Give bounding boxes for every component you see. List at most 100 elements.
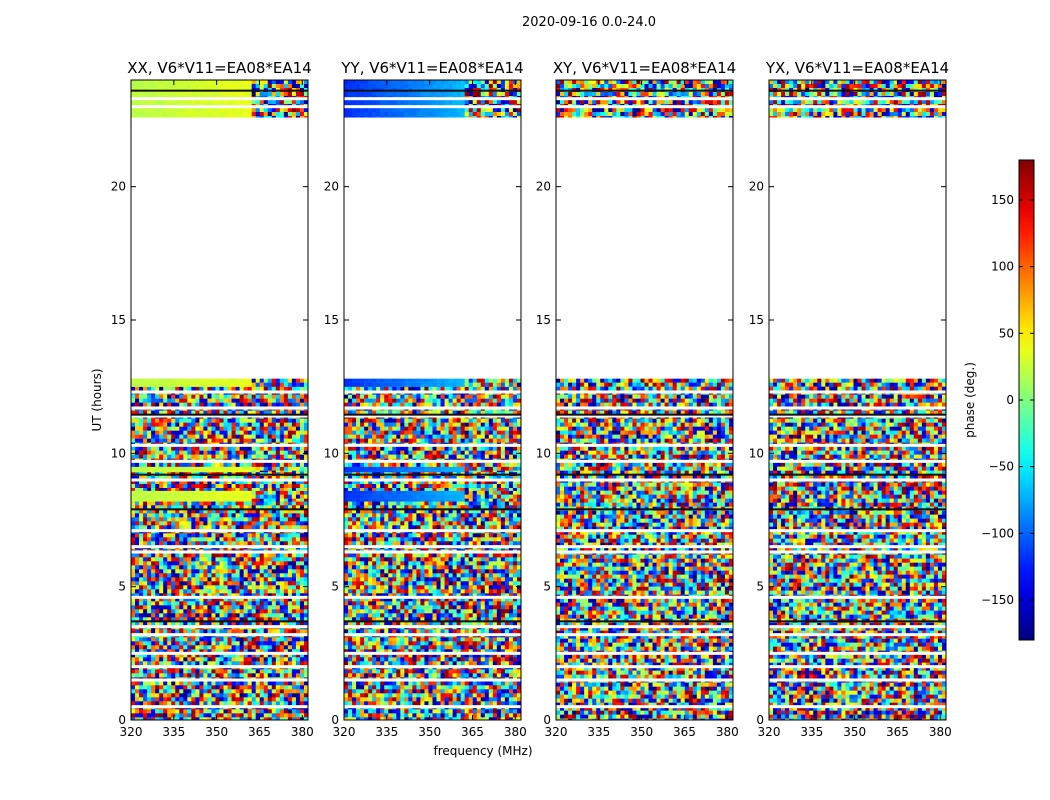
y-tick-label: 10 bbox=[536, 446, 551, 460]
x-tick-label: 365 bbox=[673, 725, 696, 739]
flagged-row bbox=[131, 413, 308, 416]
flagged-row bbox=[131, 414, 308, 418]
y-tick-label: 5 bbox=[756, 580, 764, 594]
flagged-row bbox=[769, 545, 946, 549]
flagged-row bbox=[344, 529, 521, 533]
x-tick-label: 320 bbox=[333, 725, 356, 739]
flagged-row bbox=[344, 413, 521, 416]
x-tick-label: 350 bbox=[630, 725, 653, 739]
flagged-row bbox=[556, 478, 733, 482]
flagged-row bbox=[769, 105, 946, 109]
y-tick-label: 15 bbox=[749, 313, 764, 327]
flagged-row bbox=[769, 443, 946, 447]
panel-1: XX, V6*V11=EA08*EA14 320 335 350 365 380 0 5 10 1… bbox=[111, 59, 314, 739]
flagged-row bbox=[131, 390, 308, 394]
flagged-row bbox=[556, 97, 733, 101]
flagged-row bbox=[344, 678, 521, 682]
y-tick-label: 10 bbox=[111, 446, 126, 460]
flagged-row bbox=[769, 550, 946, 554]
y-tick-label: 5 bbox=[543, 580, 551, 594]
y-tick-label: 20 bbox=[749, 180, 764, 194]
y-tick-label: 0 bbox=[331, 713, 339, 727]
y-tick-label: 20 bbox=[111, 180, 126, 194]
flagged-row bbox=[769, 406, 946, 410]
panel-frame bbox=[130, 79, 309, 721]
flagged-row bbox=[769, 473, 946, 476]
flagged-row bbox=[344, 443, 521, 447]
panel-title: YX, V6*V11=EA08*EA14 bbox=[765, 59, 949, 77]
colorbar-tick-label: 150 bbox=[991, 193, 1014, 207]
y-tick-label: 15 bbox=[536, 313, 551, 327]
flagged-row bbox=[769, 89, 946, 92]
flagged-row bbox=[344, 705, 521, 709]
flagged-row bbox=[556, 651, 733, 655]
flagged-row bbox=[769, 620, 946, 623]
flagged-row bbox=[131, 633, 308, 637]
panel-4: YX, V6*V11=EA08*EA14 320 335 350 365 380 0 5 10 1… bbox=[749, 59, 952, 739]
x-tick-label: 365 bbox=[248, 725, 271, 739]
flagged-row bbox=[131, 443, 308, 447]
panels: XX, V6*V11=EA08*EA14 320 335 350 365 380 0 5 10 1… bbox=[111, 59, 952, 739]
x-tick-label: 350 bbox=[205, 725, 228, 739]
flagged-row bbox=[769, 478, 946, 482]
flagged-row bbox=[556, 390, 733, 394]
flagged-row bbox=[556, 443, 733, 447]
x-tick-label: 380 bbox=[504, 725, 527, 739]
colorbar-tick-label: 0 bbox=[1006, 393, 1014, 407]
flagged-row bbox=[769, 529, 946, 533]
flagged-row bbox=[344, 406, 521, 410]
flagged-row bbox=[131, 529, 308, 533]
x-tick-label: 335 bbox=[162, 725, 185, 739]
flagged-row bbox=[131, 550, 308, 554]
flagged-row bbox=[344, 473, 521, 476]
y-tick-label: 0 bbox=[543, 713, 551, 727]
y-tick-label: 20 bbox=[536, 180, 551, 194]
panel-title: XX, V6*V11=EA08*EA14 bbox=[127, 59, 311, 77]
flagged-row bbox=[769, 413, 946, 416]
flagged-row bbox=[344, 97, 521, 101]
flagged-row bbox=[344, 459, 521, 463]
x-tick-label: 365 bbox=[886, 725, 909, 739]
panel-title: XY, V6*V11=EA08*EA14 bbox=[553, 59, 736, 77]
panel-frame bbox=[343, 79, 522, 721]
y-tick-label: 15 bbox=[324, 313, 339, 327]
flagged-row bbox=[344, 89, 521, 92]
figure-suptitle: 2020-09-16 0.0-24.0 bbox=[522, 15, 656, 30]
flagged-row bbox=[131, 620, 308, 623]
flagged-row bbox=[556, 459, 733, 463]
flagged-row bbox=[131, 705, 308, 709]
y-tick-label: 10 bbox=[749, 446, 764, 460]
flagged-row bbox=[344, 625, 521, 629]
flagged-row bbox=[131, 473, 308, 476]
colorbar-tick-label: 100 bbox=[991, 260, 1014, 274]
flagged-row bbox=[131, 625, 308, 629]
flagged-row bbox=[556, 595, 733, 599]
y-tick-label: 15 bbox=[111, 313, 126, 327]
flagged-row bbox=[344, 651, 521, 655]
y-tick-label: 20 bbox=[324, 180, 339, 194]
colorbar: 150 100 50 0 −50 −100 −150 bbox=[981, 159, 1035, 641]
flagged-row bbox=[344, 508, 521, 511]
flagged-row bbox=[344, 478, 521, 482]
x-tick-label: 380 bbox=[929, 725, 952, 739]
flagged-row bbox=[769, 651, 946, 655]
colorbar-tick-label: 50 bbox=[999, 326, 1014, 340]
x-tick-label: 335 bbox=[587, 725, 610, 739]
y-axis-label: UT (hours) bbox=[90, 368, 104, 431]
y-tick-label: 0 bbox=[118, 713, 126, 727]
flagged-row bbox=[556, 529, 733, 533]
flagged-row bbox=[556, 413, 733, 416]
flagged-row bbox=[344, 550, 521, 554]
x-tick-label: 320 bbox=[545, 725, 568, 739]
panel-2: YY, V6*V11=EA08*EA14 320 335 350 365 380 0 5 10 1… bbox=[324, 59, 527, 739]
flagged-row bbox=[344, 595, 521, 599]
flagged-row bbox=[131, 678, 308, 682]
flagged-row bbox=[769, 390, 946, 394]
flagged-row bbox=[769, 705, 946, 709]
flagged-row bbox=[769, 633, 946, 637]
flagged-row bbox=[556, 665, 733, 669]
flagged-row bbox=[131, 508, 308, 511]
x-tick-label: 320 bbox=[120, 725, 143, 739]
flagged-row bbox=[556, 473, 733, 476]
